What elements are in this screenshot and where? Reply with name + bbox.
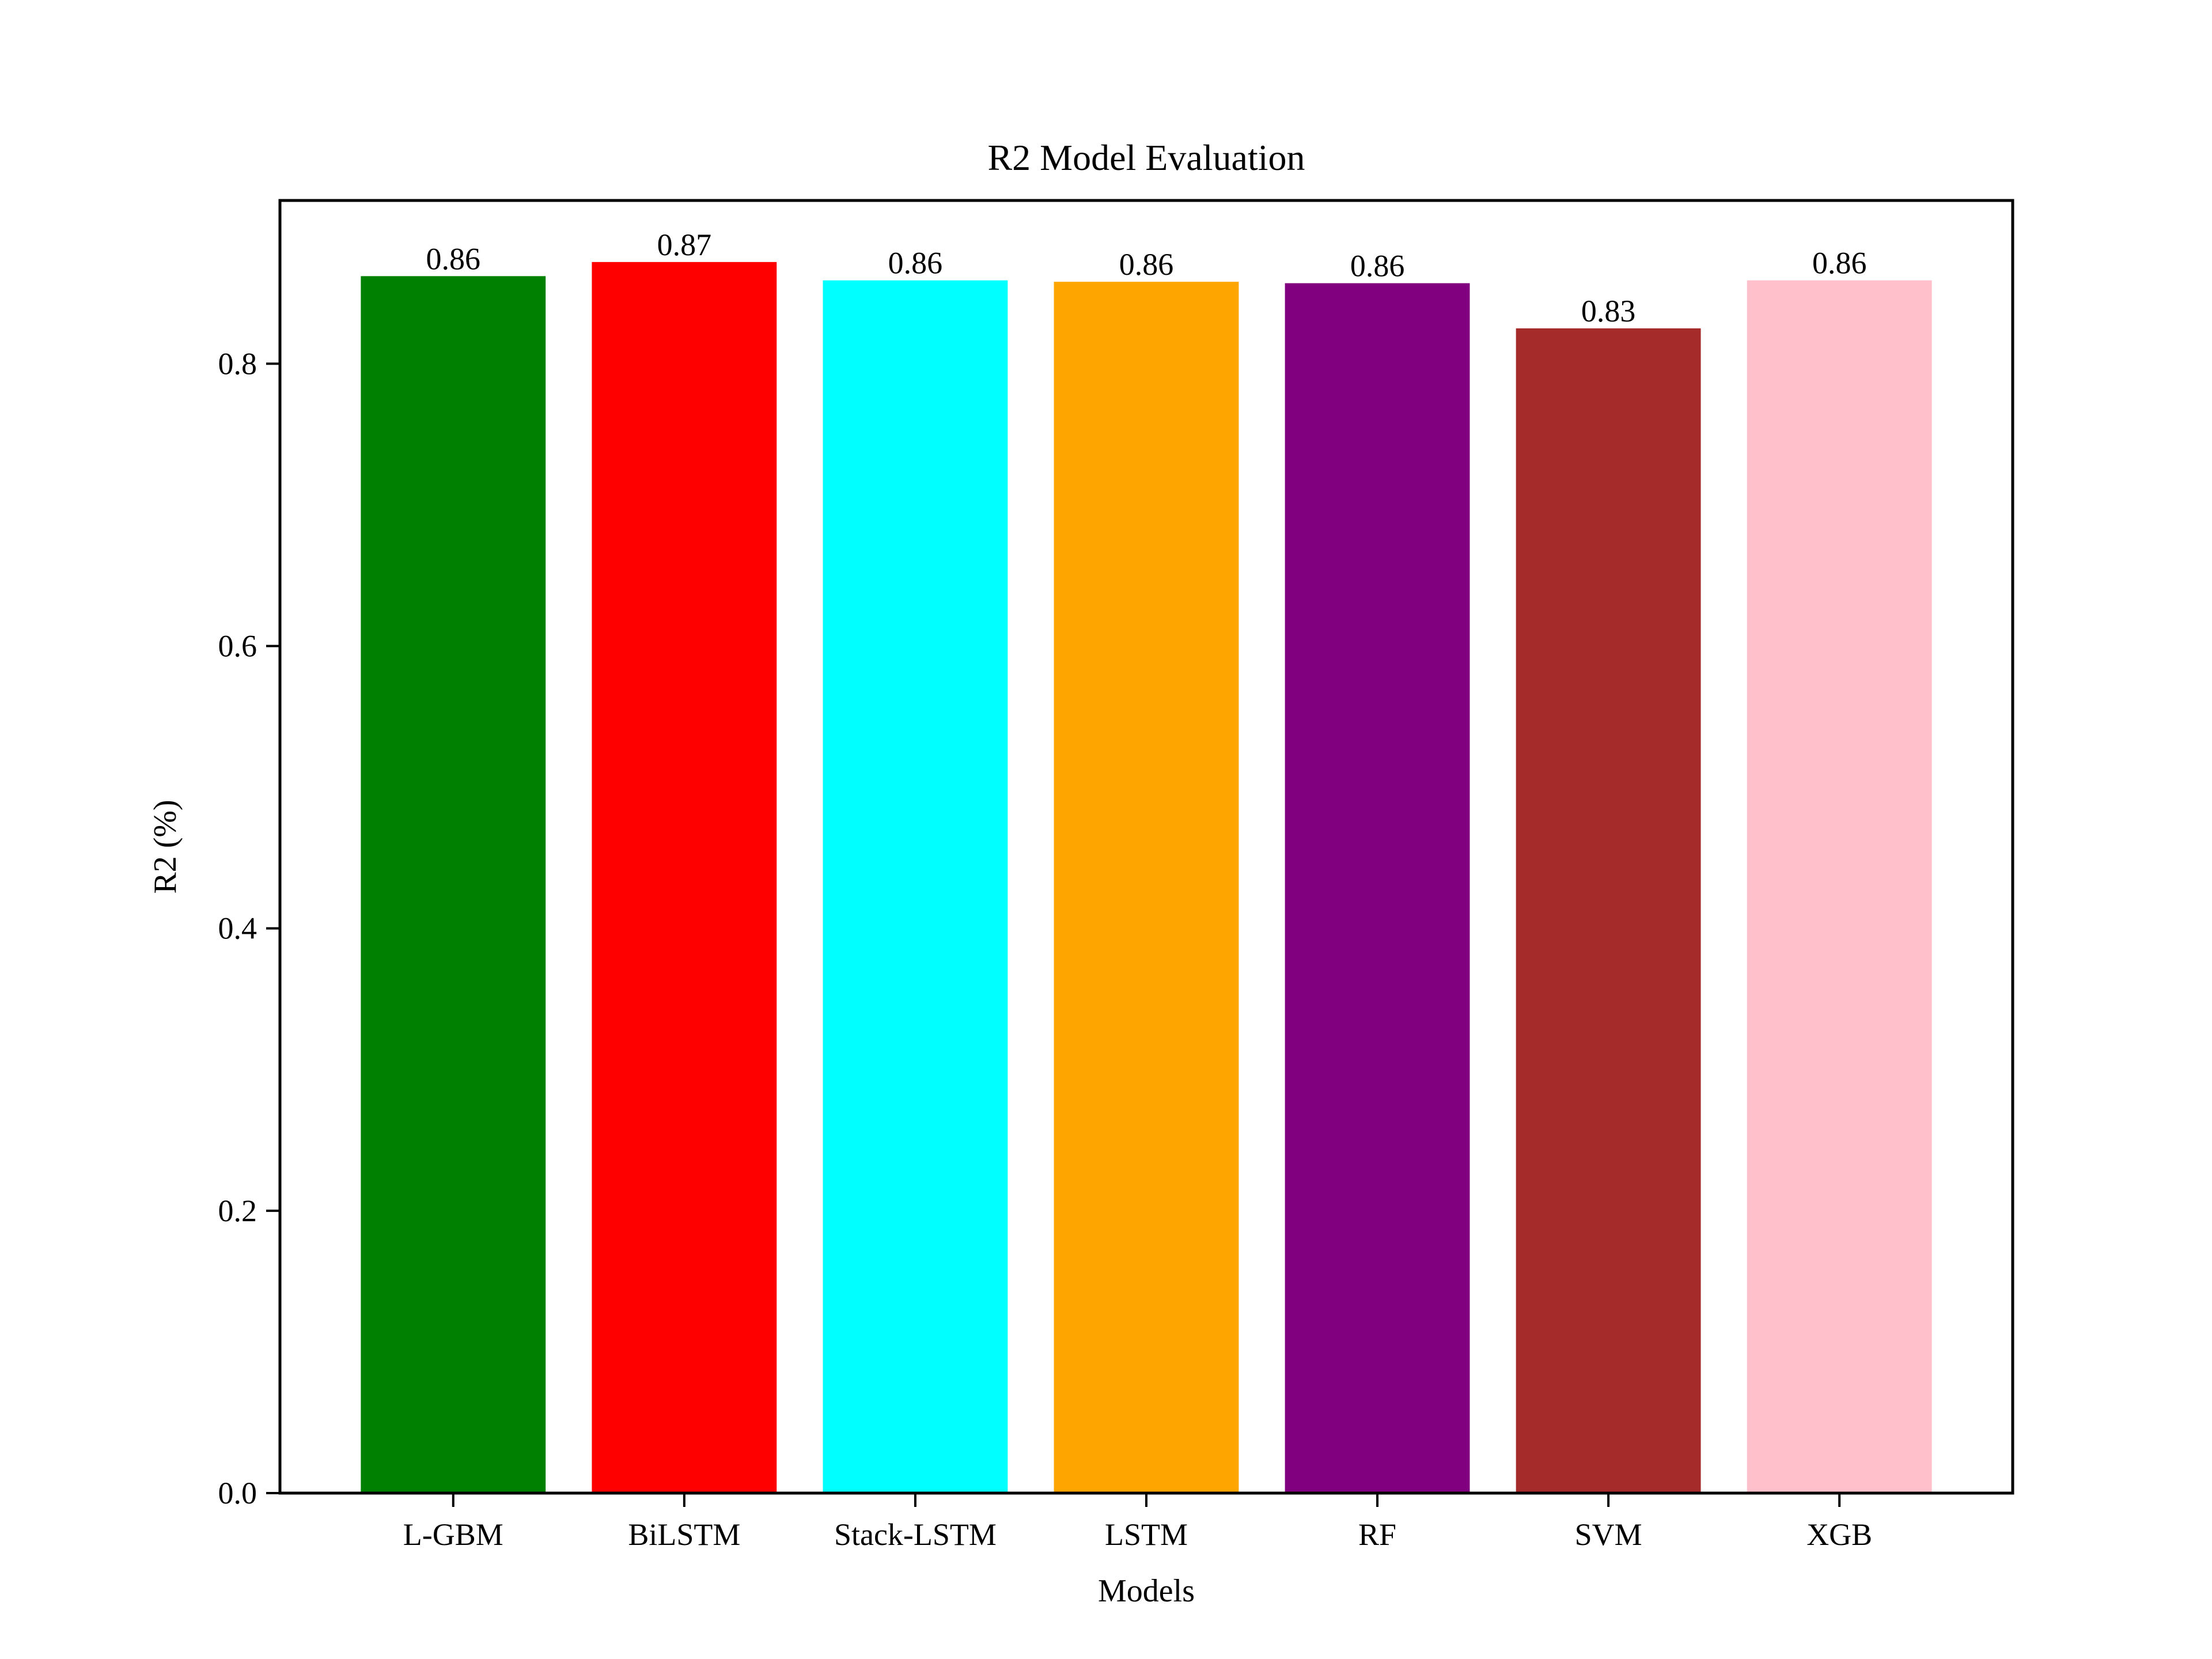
x-tick-label-stack-lstm: Stack-LSTM bbox=[834, 1517, 997, 1552]
value-label-l-gbm: 0.86 bbox=[426, 241, 481, 276]
value-label-xgb: 0.86 bbox=[1812, 246, 1867, 281]
axes-frame bbox=[278, 199, 2014, 1495]
x-tick-label-rf: RF bbox=[1358, 1517, 1396, 1552]
value-label-svm: 0.83 bbox=[1581, 294, 1636, 328]
y-tick-label: 0.8 bbox=[218, 346, 257, 381]
y-tick-label: 0.2 bbox=[218, 1194, 257, 1228]
bar-rf bbox=[1285, 283, 1470, 1494]
value-label-stack-lstm: 0.86 bbox=[888, 246, 943, 281]
bar-bilstm bbox=[592, 262, 777, 1493]
bars-group bbox=[361, 262, 1932, 1494]
x-tick-label-xgb: XGB bbox=[1806, 1517, 1872, 1552]
bar-svm bbox=[1516, 328, 1701, 1494]
y-tick-label: 0.6 bbox=[218, 628, 257, 663]
value-label-lstm: 0.86 bbox=[1119, 247, 1174, 282]
x-tick-label-l-gbm: L-GBM bbox=[403, 1517, 503, 1552]
chart-title: R2 Model Evaluation bbox=[987, 137, 1305, 178]
x-tick-label-svm: SVM bbox=[1575, 1517, 1642, 1552]
value-label-rf: 0.86 bbox=[1350, 249, 1405, 283]
bar-l-gbm bbox=[361, 276, 546, 1493]
y-axis-ticks: 0.0 0.2 0.4 0.6 0.8 bbox=[218, 346, 280, 1510]
value-label-bilstm: 0.87 bbox=[657, 228, 712, 262]
value-labels-group: 0.86 0.87 0.86 0.86 0.86 0.83 0.86 bbox=[426, 228, 1867, 328]
y-axis-label: R2 (%) bbox=[147, 800, 183, 893]
bar-xgb bbox=[1747, 280, 1932, 1493]
bar-lstm bbox=[1054, 282, 1239, 1494]
x-axis-label: Models bbox=[1098, 1573, 1195, 1609]
y-tick-label: 0.0 bbox=[218, 1476, 257, 1510]
y-tick-label: 0.4 bbox=[218, 911, 257, 946]
bar-stack-lstm bbox=[823, 280, 1008, 1493]
x-tick-label-bilstm: BiLSTM bbox=[628, 1517, 740, 1552]
x-axis-ticks: L-GBM BiLSTM Stack-LSTM LSTM RF SVM XGB bbox=[403, 1493, 1872, 1552]
x-tick-label-lstm: LSTM bbox=[1105, 1517, 1188, 1552]
